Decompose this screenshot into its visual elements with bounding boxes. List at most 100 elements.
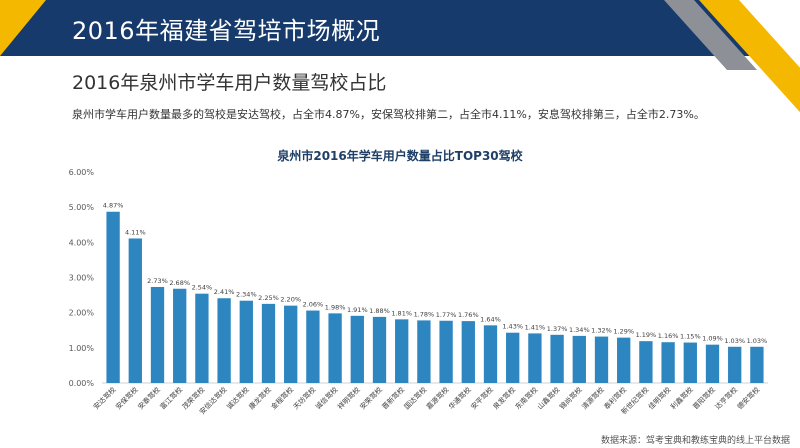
x-tick-label: 国达驾校 bbox=[402, 385, 428, 411]
bar bbox=[461, 321, 475, 383]
bar bbox=[106, 211, 120, 383]
bar bbox=[683, 342, 697, 383]
bar bbox=[639, 341, 653, 383]
data-label: 4.11% bbox=[125, 228, 146, 236]
data-label: 2.20% bbox=[280, 296, 301, 304]
bar bbox=[506, 332, 520, 383]
data-source-note: 数据来源：驾考宝典和教练宝典的线上平台数据 bbox=[600, 436, 790, 446]
bar bbox=[195, 293, 209, 383]
data-label: 1.09% bbox=[702, 335, 723, 343]
x-tick-label: 晋新驾校 bbox=[380, 385, 406, 411]
bar bbox=[306, 310, 320, 383]
bar bbox=[150, 286, 165, 383]
x-tick-label: 安荣驾校 bbox=[358, 385, 384, 411]
bar bbox=[395, 319, 409, 383]
data-label: 1.03% bbox=[747, 337, 768, 345]
data-label: 1.43% bbox=[502, 323, 523, 331]
chart-title: 泉州市2016年学车用户数量占比TOP30驾校 bbox=[277, 149, 523, 163]
data-label: 2.34% bbox=[236, 291, 257, 299]
data-label: 1.64% bbox=[480, 315, 501, 323]
y-tick-label: 6.00% bbox=[69, 168, 95, 177]
page-title: 2016年福建省驾培市场概况 bbox=[72, 17, 381, 45]
x-tick-label: 山鑫驾校 bbox=[535, 385, 561, 411]
bar bbox=[417, 320, 431, 383]
x-tick-label: 安平驾校 bbox=[469, 385, 495, 411]
data-label: 1.16% bbox=[658, 332, 679, 340]
bar bbox=[750, 346, 764, 383]
bar bbox=[239, 300, 253, 383]
data-label: 1.03% bbox=[724, 337, 745, 345]
x-tick-label: 晋阳驾校 bbox=[691, 385, 717, 411]
x-tick-label: 安达驾校 bbox=[91, 385, 117, 411]
y-tick-label: 4.00% bbox=[69, 238, 95, 247]
x-tick-label: 东南驾校 bbox=[513, 385, 539, 411]
x-tick-label: 嘉源驾校 bbox=[424, 385, 450, 411]
x-tick-label: 安泰驾校 bbox=[136, 385, 162, 411]
data-label: 1.98% bbox=[325, 303, 346, 311]
bar-chart: 0.00% 1.00% 2.00% 3.00% 4.00% 5.00% 6.00% 4.87%… bbox=[69, 168, 768, 416]
header-bar bbox=[0, 0, 800, 56]
x-tick-label: 锦尚驾校 bbox=[558, 385, 584, 411]
data-label: 2.25% bbox=[258, 294, 279, 302]
data-label: 1.91% bbox=[347, 306, 368, 314]
x-tick-label: 金程驾校 bbox=[269, 385, 295, 411]
x-tick-label: 佳明驾校 bbox=[646, 385, 672, 411]
section-subtitle: 2016年泉州市学车用户数量驾校占比 bbox=[72, 72, 387, 94]
data-label: 1.76% bbox=[458, 311, 479, 319]
y-tick-label: 1.00% bbox=[69, 344, 95, 353]
data-label: 1.77% bbox=[436, 311, 457, 319]
section-description: 泉州市学车用户数量最多的驾校是安达驾校，占全市4.87%，安保驾校排第二，占全市… bbox=[72, 108, 705, 121]
bar bbox=[617, 337, 631, 383]
x-tick-label: 达亨驾校 bbox=[713, 385, 739, 411]
data-label: 1.19% bbox=[636, 331, 657, 339]
bar bbox=[550, 334, 564, 383]
bar bbox=[705, 344, 720, 383]
x-tick-label: 德安驾校 bbox=[735, 385, 761, 411]
data-label: 1.34% bbox=[569, 326, 590, 334]
bar bbox=[128, 238, 142, 383]
bar bbox=[439, 320, 453, 383]
x-tick-label: 诚达驾校 bbox=[225, 385, 251, 411]
bar bbox=[328, 313, 342, 383]
bar bbox=[261, 303, 276, 383]
bar bbox=[372, 316, 387, 383]
y-tick-label: 2.00% bbox=[69, 309, 95, 318]
y-tick-label: 3.00% bbox=[69, 274, 95, 283]
bar bbox=[572, 335, 586, 383]
data-label: 1.41% bbox=[525, 323, 546, 331]
header-corner-accent bbox=[0, 0, 46, 56]
data-label: 1.81% bbox=[391, 309, 412, 317]
bar bbox=[217, 298, 231, 383]
x-tick-label: 泉发驾校 bbox=[491, 385, 517, 411]
data-label: 1.78% bbox=[414, 310, 435, 318]
x-tick-label: 清源驾校 bbox=[580, 385, 606, 411]
bar bbox=[661, 342, 675, 383]
data-label: 4.87% bbox=[103, 202, 124, 210]
data-label: 1.32% bbox=[591, 327, 612, 335]
x-tick-label: 利鑫驾校 bbox=[669, 385, 695, 411]
data-label: 2.68% bbox=[169, 279, 190, 287]
bar bbox=[350, 315, 364, 383]
data-label: 1.37% bbox=[547, 325, 568, 333]
data-label: 1.15% bbox=[680, 333, 701, 341]
data-label: 2.41% bbox=[214, 288, 235, 296]
x-tick-label: 康龙驾校 bbox=[247, 385, 273, 411]
bar bbox=[528, 333, 542, 383]
data-label: 2.73% bbox=[147, 277, 168, 285]
bar bbox=[284, 305, 298, 383]
data-label: 1.29% bbox=[613, 328, 634, 336]
data-label: 2.06% bbox=[303, 301, 324, 309]
x-tick-label: 富江驾校 bbox=[158, 385, 184, 411]
data-label: 1.88% bbox=[369, 307, 390, 315]
bar bbox=[594, 336, 609, 383]
x-tick-label: 祥明驾校 bbox=[336, 385, 362, 411]
y-tick-label: 0.00% bbox=[69, 379, 95, 388]
bar bbox=[728, 346, 742, 383]
x-tick-label: 天坊驾校 bbox=[291, 385, 317, 411]
x-tick-label: 诚信驾校 bbox=[313, 385, 339, 411]
y-tick-label: 5.00% bbox=[69, 203, 95, 212]
bar bbox=[483, 325, 498, 383]
bar bbox=[173, 288, 187, 383]
x-tick-label: 安保驾校 bbox=[114, 385, 140, 411]
data-label: 2.54% bbox=[192, 284, 213, 292]
